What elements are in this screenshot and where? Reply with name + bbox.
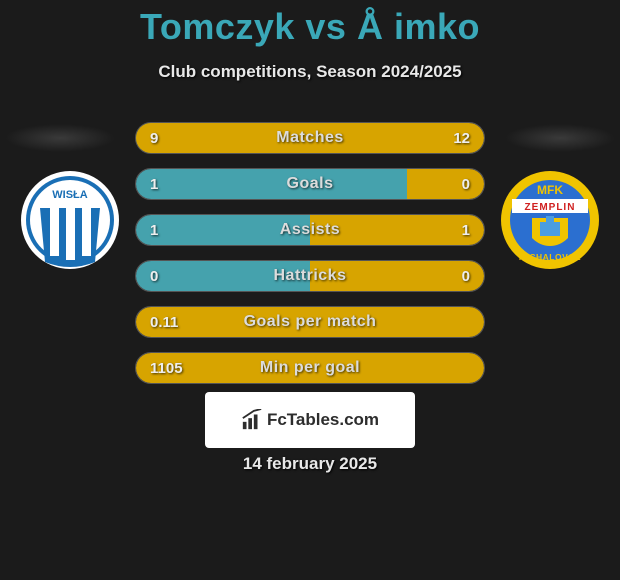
page-title: Tomczyk vs Å imko [0,0,620,48]
stat-row: 1105Min per goal [135,352,485,384]
stat-row: 0.11Goals per match [135,306,485,338]
left-logo-shadow [5,124,115,152]
stat-value-right: 12 [453,123,470,153]
brand-text: FcTables.com [267,410,379,430]
crest-top-text: MFK [537,183,563,197]
stat-row: 1Assists1 [135,214,485,246]
stat-label: Matches [136,123,484,153]
stat-row: 0Hattricks0 [135,260,485,292]
stat-value-right: 0 [462,261,470,291]
stat-label: Goals [136,169,484,199]
stats-container: 9Matches121Goals01Assists10Hattricks00.1… [135,122,485,398]
date-label: 14 february 2025 [0,454,620,474]
crest-bot-text: MICHALOVCE [519,252,581,262]
mfk-zemplin-icon: MFK ZEMPLIN MICHALOVCE [500,170,600,270]
brand-label: FcTables.com [241,409,379,431]
subtitle: Club competitions, Season 2024/2025 [0,62,620,82]
right-logo-shadow [505,124,615,152]
crest-mid-text: ZEMPLIN [525,202,576,213]
stat-row: 9Matches12 [135,122,485,154]
wisla-plock-icon: WISŁA [20,170,120,270]
stat-value-right: 1 [462,215,470,245]
team-left-crest: WISŁA [20,170,120,270]
stat-label: Goals per match [136,307,484,337]
stat-label: Hattricks [136,261,484,291]
stat-label: Assists [136,215,484,245]
stat-value-right: 0 [462,169,470,199]
stat-label: Min per goal [136,353,484,383]
brand-box[interactable]: FcTables.com [205,392,415,448]
team-right-crest: MFK ZEMPLIN MICHALOVCE [500,170,600,270]
crest-text: WISŁA [52,189,87,201]
stat-row: 1Goals0 [135,168,485,200]
chart-icon [241,409,263,431]
